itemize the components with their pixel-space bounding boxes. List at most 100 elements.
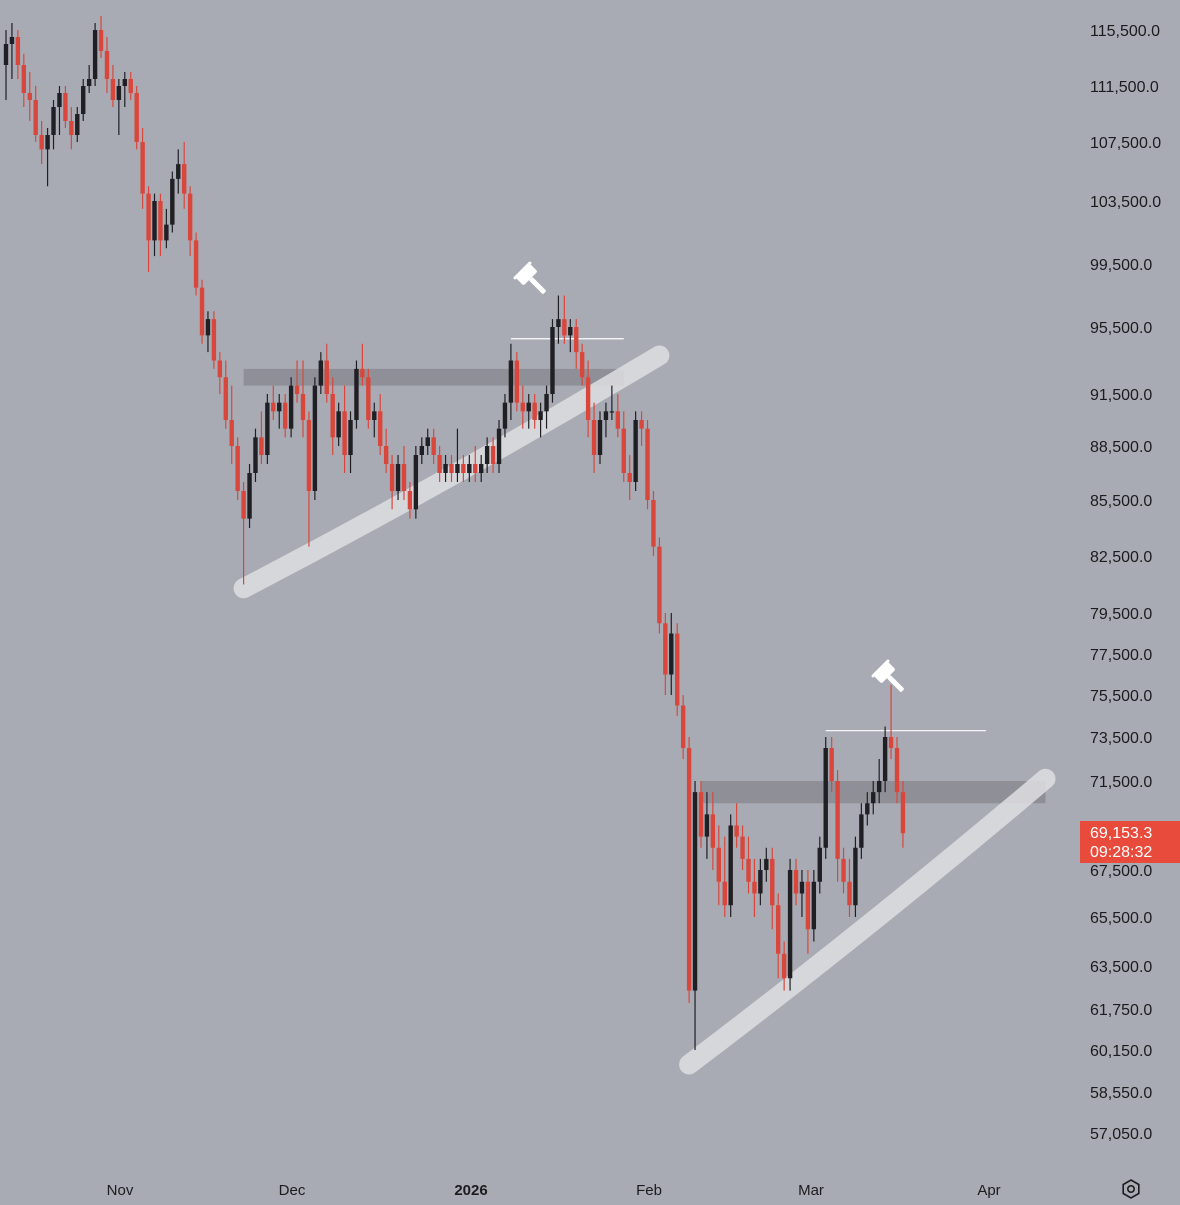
candle[interactable] xyxy=(793,858,799,906)
candle[interactable] xyxy=(146,186,151,272)
candle[interactable] xyxy=(585,360,591,438)
candle[interactable] xyxy=(764,847,769,882)
candle[interactable] xyxy=(116,79,122,135)
candle[interactable] xyxy=(615,394,621,438)
candle[interactable] xyxy=(704,792,710,859)
candle[interactable] xyxy=(502,394,508,438)
candle[interactable] xyxy=(354,360,359,429)
candle[interactable] xyxy=(265,394,270,464)
candle[interactable] xyxy=(318,352,324,394)
candle[interactable] xyxy=(716,825,721,906)
candle[interactable] xyxy=(277,394,282,429)
candle[interactable] xyxy=(871,781,876,815)
candle[interactable] xyxy=(888,684,894,759)
candle[interactable] xyxy=(69,107,74,150)
candle[interactable] xyxy=(271,385,276,420)
candle[interactable] xyxy=(158,193,163,257)
candle[interactable] xyxy=(39,121,44,165)
candle[interactable] xyxy=(603,402,609,438)
candle[interactable] xyxy=(841,847,846,894)
candle[interactable] xyxy=(657,537,662,634)
candle[interactable] xyxy=(639,411,644,446)
candle[interactable] xyxy=(538,402,543,438)
candle[interactable] xyxy=(882,726,888,793)
candle[interactable] xyxy=(104,37,110,93)
candle[interactable] xyxy=(532,394,537,429)
candle[interactable] xyxy=(853,836,858,917)
candle[interactable] xyxy=(110,65,116,107)
candle[interactable] xyxy=(288,377,294,438)
candle[interactable] xyxy=(787,858,793,991)
candle[interactable] xyxy=(514,352,520,412)
candle[interactable] xyxy=(45,128,50,187)
candle[interactable] xyxy=(182,142,187,209)
candle[interactable] xyxy=(57,86,62,135)
candle[interactable] xyxy=(75,107,80,142)
candle[interactable] xyxy=(835,770,840,882)
candle[interactable] xyxy=(193,232,199,296)
candle[interactable] xyxy=(562,295,567,344)
candle[interactable] xyxy=(330,377,335,455)
candle[interactable] xyxy=(740,825,745,871)
candle[interactable] xyxy=(461,455,466,482)
candle[interactable] xyxy=(894,737,900,804)
candle[interactable] xyxy=(407,482,413,519)
candle[interactable] xyxy=(811,870,817,942)
candle[interactable] xyxy=(336,402,341,446)
candle[interactable] xyxy=(865,792,870,826)
candle[interactable] xyxy=(579,343,585,386)
candle[interactable] xyxy=(752,858,757,917)
candle[interactable] xyxy=(734,803,739,848)
candle[interactable] xyxy=(259,411,264,464)
candle[interactable] xyxy=(33,86,38,142)
candle[interactable] xyxy=(217,352,223,394)
candle[interactable] xyxy=(758,858,763,906)
candle[interactable] xyxy=(776,893,781,979)
candle[interactable] xyxy=(859,803,864,859)
candle[interactable] xyxy=(211,311,217,369)
candle[interactable] xyxy=(455,428,460,482)
candle[interactable] xyxy=(574,319,579,369)
candle[interactable] xyxy=(81,79,86,121)
candle[interactable] xyxy=(710,792,716,870)
candle[interactable] xyxy=(847,858,852,917)
candle[interactable] xyxy=(692,781,698,1050)
candle[interactable] xyxy=(425,428,430,455)
candle[interactable] xyxy=(395,455,401,500)
candle[interactable] xyxy=(63,86,68,128)
candle[interactable] xyxy=(86,65,92,93)
candle[interactable] xyxy=(449,455,454,482)
candle[interactable] xyxy=(876,759,882,804)
candle[interactable] xyxy=(253,428,258,482)
candle[interactable] xyxy=(645,420,650,510)
candle[interactable] xyxy=(241,482,246,585)
candle[interactable] xyxy=(128,72,133,100)
candle[interactable] xyxy=(51,100,56,150)
candle[interactable] xyxy=(680,695,686,759)
candle[interactable] xyxy=(306,411,312,547)
candle[interactable] xyxy=(235,437,240,500)
candle[interactable] xyxy=(817,836,822,894)
candle[interactable] xyxy=(247,464,252,528)
candle[interactable] xyxy=(663,613,668,695)
candle[interactable] xyxy=(15,30,21,79)
candle[interactable] xyxy=(722,836,727,917)
candle[interactable] xyxy=(21,53,27,107)
candle[interactable] xyxy=(484,437,490,473)
candle[interactable] xyxy=(508,343,514,420)
candle[interactable] xyxy=(294,360,300,403)
candle[interactable] xyxy=(496,420,502,473)
candle[interactable] xyxy=(781,941,787,991)
candle[interactable] xyxy=(122,72,127,107)
candle[interactable] xyxy=(413,446,419,519)
candle[interactable] xyxy=(360,343,365,386)
candle[interactable] xyxy=(556,295,561,344)
candle[interactable] xyxy=(669,613,674,695)
candle[interactable] xyxy=(770,847,775,930)
candle[interactable] xyxy=(728,814,733,917)
candle[interactable] xyxy=(823,737,828,859)
candle[interactable] xyxy=(544,385,549,429)
candle[interactable] xyxy=(746,836,751,894)
candle[interactable] xyxy=(633,411,638,491)
